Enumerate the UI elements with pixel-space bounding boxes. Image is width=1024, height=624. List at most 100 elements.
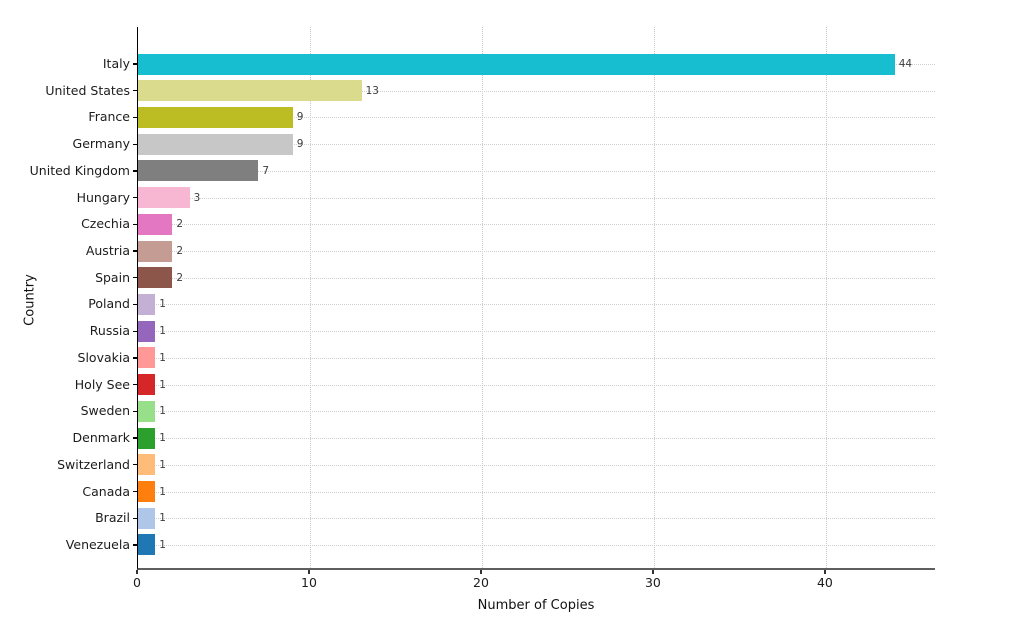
y-tick-label: France bbox=[88, 109, 130, 125]
x-tick-label: 20 bbox=[473, 575, 489, 590]
y-tick-mark bbox=[133, 277, 137, 279]
bar bbox=[138, 374, 156, 396]
horizontal-gridline bbox=[138, 90, 935, 92]
y-tick-mark bbox=[133, 517, 137, 519]
bar-value-label: 1 bbox=[159, 298, 166, 311]
bar-value-label: 1 bbox=[159, 431, 166, 444]
x-tick-mark bbox=[308, 570, 310, 574]
horizontal-gridline bbox=[138, 277, 935, 279]
y-tick-label: Holy See bbox=[74, 376, 130, 392]
x-tick-label: 30 bbox=[644, 575, 661, 590]
bar-value-label: 44 bbox=[898, 57, 913, 70]
bar-value-label: 1 bbox=[159, 458, 166, 471]
bar bbox=[138, 481, 156, 503]
bar bbox=[138, 534, 156, 556]
y-tick-mark bbox=[133, 437, 137, 439]
y-tick-mark bbox=[133, 223, 137, 225]
y-tick-labels: Italy United States France Germany United Ki… bbox=[0, 0, 130, 624]
y-tick-label: Brazil bbox=[95, 509, 130, 525]
vertical-gridline bbox=[309, 27, 311, 568]
bar bbox=[138, 427, 156, 449]
bar bbox=[138, 160, 259, 182]
y-tick-label: United States bbox=[45, 82, 130, 98]
bar bbox=[138, 320, 156, 342]
bar bbox=[138, 80, 362, 102]
horizontal-gridline bbox=[138, 331, 935, 333]
x-axis-label: Number of Copies bbox=[477, 598, 595, 613]
horizontal-gridline bbox=[138, 144, 935, 146]
bar-value-label: 1 bbox=[159, 538, 166, 551]
bar-value-label: 1 bbox=[159, 378, 166, 391]
bar bbox=[138, 187, 190, 209]
y-tick-label: Spain bbox=[95, 269, 130, 285]
bar-value-label: 2 bbox=[176, 244, 184, 257]
horizontal-gridline bbox=[138, 117, 935, 119]
bar bbox=[138, 347, 156, 369]
y-tick-mark bbox=[133, 490, 137, 493]
y-tick-label: Italy bbox=[102, 55, 130, 71]
y-tick-label: Sweden bbox=[80, 403, 130, 419]
vertical-gridline bbox=[653, 27, 655, 568]
bar bbox=[138, 106, 293, 128]
bar-value-label: 9 bbox=[296, 137, 304, 150]
y-tick-label: Austria bbox=[85, 242, 130, 258]
y-tick-label: Denmark bbox=[72, 429, 130, 445]
bar-value-label: 1 bbox=[159, 485, 166, 498]
y-tick-mark bbox=[133, 90, 137, 92]
y-tick-label: Russia bbox=[89, 322, 130, 338]
bar-value-label: 1 bbox=[159, 324, 166, 337]
horizontal-gridline bbox=[138, 438, 935, 440]
y-tick-mark bbox=[133, 303, 137, 306]
x-tick-mark bbox=[824, 570, 826, 574]
bar bbox=[138, 240, 173, 262]
bar bbox=[138, 53, 895, 75]
y-tick-label: Czechia bbox=[81, 216, 130, 232]
y-tick-label: United Kingdom bbox=[29, 162, 130, 178]
horizontal-gridline bbox=[138, 411, 935, 413]
y-tick-mark bbox=[133, 464, 137, 466]
y-tick-label: Poland bbox=[88, 296, 130, 312]
bar bbox=[138, 133, 293, 155]
x-tick-mark bbox=[652, 570, 654, 574]
bar bbox=[138, 267, 173, 289]
bar-value-label: 1 bbox=[159, 351, 166, 364]
x-tick-label: 0 bbox=[133, 575, 141, 590]
y-tick-label: Slovakia bbox=[77, 349, 130, 365]
y-tick-mark bbox=[133, 357, 137, 359]
vertical-gridline bbox=[481, 27, 483, 568]
y-tick-mark bbox=[133, 196, 137, 199]
plot-area: 44 13 9 9 7 3 2 2 2 1 1 1 1 1 1 1 1 1 1 bbox=[137, 27, 935, 570]
bar-value-label: 2 bbox=[176, 218, 184, 231]
bar bbox=[138, 213, 173, 235]
y-tick-mark bbox=[133, 116, 137, 119]
horizontal-gridline bbox=[138, 544, 935, 546]
y-tick-mark bbox=[133, 544, 137, 546]
y-tick-mark bbox=[133, 250, 137, 252]
y-tick-mark bbox=[133, 170, 137, 172]
y-tick-label: Germany bbox=[72, 135, 130, 151]
y-tick-mark bbox=[133, 63, 137, 65]
y-tick-mark bbox=[133, 383, 137, 386]
y-tick-mark bbox=[133, 330, 137, 332]
x-tick-label: 40 bbox=[816, 575, 833, 590]
horizontal-gridline bbox=[138, 197, 935, 199]
bar-value-label: 1 bbox=[159, 405, 166, 418]
horizontal-gridline bbox=[138, 304, 935, 306]
x-tick-mark bbox=[480, 570, 482, 574]
bar-value-label: 9 bbox=[296, 111, 304, 124]
horizontal-gridline bbox=[138, 464, 935, 466]
horizontal-gridline bbox=[138, 357, 935, 359]
y-tick-label: Canada bbox=[82, 483, 130, 499]
horizontal-gridline bbox=[138, 251, 935, 253]
y-tick-label: Hungary bbox=[76, 189, 130, 205]
bar bbox=[138, 400, 156, 422]
bar-value-label: 2 bbox=[176, 271, 184, 284]
y-tick-mark bbox=[133, 410, 137, 412]
horizontal-gridline bbox=[138, 384, 935, 386]
bar-value-label: 7 bbox=[262, 164, 270, 177]
x-tick-label: 10 bbox=[301, 575, 317, 590]
bar-value-label: 1 bbox=[159, 511, 166, 524]
bar-value-label: 3 bbox=[193, 191, 201, 204]
bar-value-label: 13 bbox=[365, 84, 379, 97]
